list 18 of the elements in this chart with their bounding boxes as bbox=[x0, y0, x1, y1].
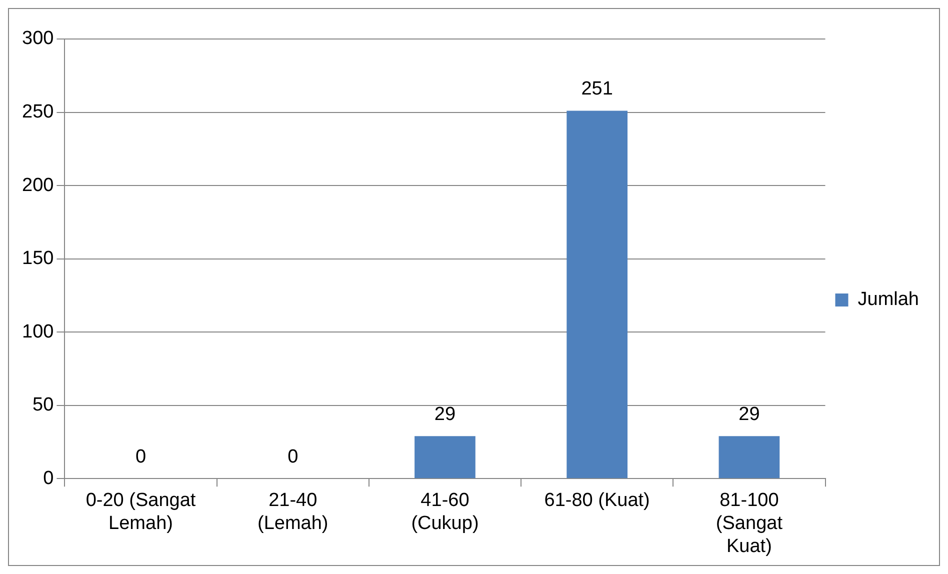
x-tick-label: 41-60 (Cukup) bbox=[411, 490, 479, 534]
y-tick-label: 300 bbox=[22, 28, 54, 50]
data-label: 0 bbox=[135, 446, 146, 468]
x-tick-label: 0-20 (Sangat Lemah) bbox=[86, 490, 196, 534]
y-tick-label: 0 bbox=[43, 468, 54, 489]
y-tick-label: 150 bbox=[22, 248, 54, 270]
y-tick-label: 100 bbox=[22, 321, 54, 342]
x-tick-label: 61-80 (Kuat) bbox=[544, 490, 650, 512]
y-tick-label: 200 bbox=[22, 174, 54, 196]
data-label: 0 bbox=[288, 446, 298, 468]
y-tick-label: 50 bbox=[32, 394, 54, 416]
data-label: 29 bbox=[434, 404, 456, 425]
x-tick-label: 81-100 (Sangat Kuat) bbox=[716, 490, 784, 557]
legend-label: Jumlah bbox=[858, 289, 919, 310]
x-tick-label: 21-40 (Lemah) bbox=[257, 490, 328, 534]
y-tick-label: 250 bbox=[22, 102, 54, 122]
data-label: 29 bbox=[738, 404, 760, 425]
data-label: 251 bbox=[581, 78, 613, 100]
